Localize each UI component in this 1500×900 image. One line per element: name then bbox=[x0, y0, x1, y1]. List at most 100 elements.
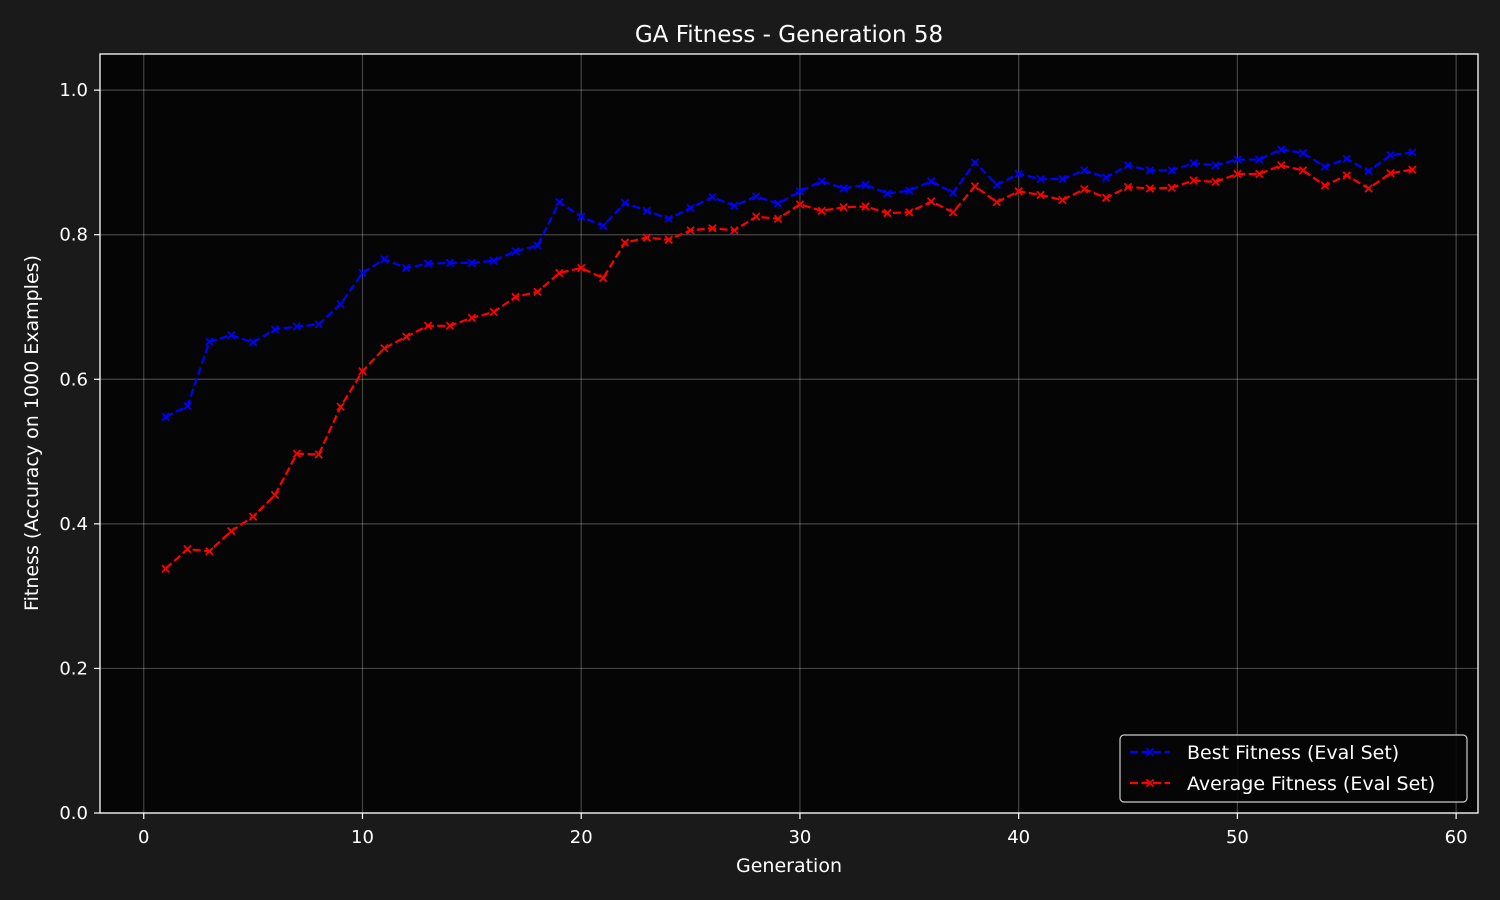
data-point bbox=[248, 512, 258, 521]
y-tick-label: 0.6 bbox=[59, 369, 88, 390]
y-tick-label: 0.4 bbox=[59, 514, 88, 535]
data-point bbox=[445, 258, 455, 268]
data-point bbox=[620, 238, 630, 247]
series-average-fitness bbox=[161, 161, 1417, 573]
data-point bbox=[205, 547, 214, 556]
data-point bbox=[1276, 145, 1286, 154]
series-line bbox=[165, 148, 1413, 418]
data-point bbox=[1211, 161, 1220, 170]
data-point bbox=[817, 176, 827, 186]
data-point bbox=[1342, 171, 1351, 180]
data-point bbox=[620, 198, 630, 208]
y-tick-label: 0.0 bbox=[59, 803, 88, 824]
data-point bbox=[555, 268, 564, 278]
data-point bbox=[1233, 169, 1242, 179]
data-point bbox=[1123, 161, 1133, 170]
data-point bbox=[751, 192, 761, 201]
x-tick-label: 0 bbox=[138, 827, 149, 848]
data-point bbox=[1320, 162, 1330, 172]
data-point bbox=[642, 233, 652, 242]
data-point bbox=[1298, 148, 1308, 158]
data-point bbox=[292, 449, 302, 458]
x-axis-label: Generation bbox=[736, 855, 842, 877]
data-point bbox=[970, 182, 980, 191]
chart-title: GA Fitness - Generation 58 bbox=[635, 22, 943, 48]
data-point bbox=[795, 187, 805, 196]
plot-area bbox=[100, 54, 1478, 813]
data-point bbox=[1123, 182, 1133, 192]
data-point bbox=[598, 273, 608, 283]
legend: Best Fitness (Eval Set) Average Fitness (… bbox=[1119, 734, 1468, 803]
data-point bbox=[1167, 166, 1177, 175]
data-point bbox=[401, 263, 411, 273]
data-point bbox=[1101, 193, 1111, 203]
legend-marker bbox=[1145, 747, 1155, 757]
data-point bbox=[227, 526, 236, 536]
data-point bbox=[1386, 169, 1395, 178]
data-point bbox=[664, 214, 673, 224]
data-point bbox=[1364, 184, 1373, 193]
data-point bbox=[905, 208, 914, 217]
data-point bbox=[1255, 169, 1264, 179]
data-point bbox=[1364, 166, 1373, 176]
data-point bbox=[205, 337, 214, 346]
data-point bbox=[1058, 174, 1067, 184]
data-point bbox=[598, 221, 608, 231]
legend-marker bbox=[1145, 778, 1155, 788]
data-point bbox=[1014, 187, 1023, 196]
data-point bbox=[708, 223, 717, 233]
data-point bbox=[926, 197, 936, 206]
data-point bbox=[708, 192, 717, 202]
data-point bbox=[380, 255, 389, 264]
data-point bbox=[1386, 150, 1395, 160]
data-point bbox=[555, 197, 564, 207]
data-point bbox=[533, 287, 542, 297]
data-point bbox=[1233, 155, 1242, 164]
data-point bbox=[861, 180, 870, 190]
series-layer bbox=[161, 145, 1417, 573]
data-point bbox=[248, 338, 258, 347]
data-point bbox=[1408, 165, 1417, 174]
data-point bbox=[227, 330, 236, 340]
data-point bbox=[1145, 184, 1155, 193]
data-point bbox=[1036, 190, 1045, 200]
legend-item: Best Fitness (Eval Set) bbox=[1130, 742, 1399, 764]
y-tick-label: 0.8 bbox=[59, 225, 88, 246]
data-point bbox=[1080, 166, 1089, 175]
data-point bbox=[992, 180, 1002, 190]
data-point bbox=[751, 212, 761, 221]
data-point bbox=[467, 258, 477, 268]
data-point bbox=[664, 235, 673, 245]
data-point bbox=[642, 206, 652, 216]
data-point bbox=[314, 320, 323, 329]
data-point bbox=[817, 206, 827, 216]
data-point bbox=[1408, 148, 1417, 157]
data-point bbox=[1276, 161, 1286, 170]
data-point bbox=[1211, 177, 1220, 187]
data-point bbox=[905, 186, 914, 195]
data-point bbox=[1058, 195, 1067, 205]
data-point bbox=[1167, 183, 1177, 192]
y-tick-label: 1.0 bbox=[59, 80, 88, 101]
data-point bbox=[883, 208, 892, 218]
data-point bbox=[992, 197, 1002, 207]
data-point bbox=[336, 299, 345, 309]
data-point bbox=[511, 292, 520, 302]
data-point bbox=[1014, 169, 1023, 179]
data-point bbox=[1255, 155, 1264, 164]
data-point bbox=[161, 564, 170, 573]
data-point bbox=[1145, 166, 1155, 175]
x-tick-label: 40 bbox=[1007, 827, 1030, 848]
plot-frame bbox=[99, 53, 1479, 814]
data-point bbox=[948, 188, 958, 198]
data-point bbox=[401, 332, 411, 341]
data-point bbox=[161, 412, 170, 422]
y-tick-label: 0.2 bbox=[59, 658, 88, 679]
series-best-fitness bbox=[161, 145, 1417, 422]
data-point bbox=[686, 203, 695, 213]
data-point bbox=[445, 321, 455, 331]
x-tick-label: 30 bbox=[788, 827, 811, 848]
data-point bbox=[1298, 166, 1308, 175]
data-point bbox=[883, 189, 892, 198]
